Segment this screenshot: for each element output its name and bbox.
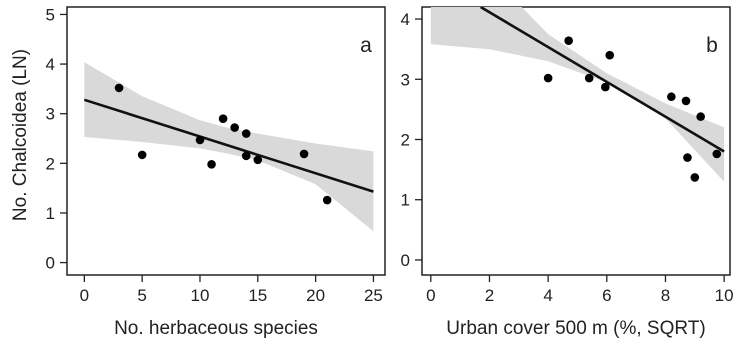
- panel-a-point-3: [195, 135, 205, 145]
- panel-b-point-7: [681, 96, 691, 106]
- panel-a-regression-line: [83, 98, 374, 193]
- panel-b-y-tick-label: 2: [401, 130, 410, 149]
- panel-a-x-axis-title: No. herbaceous species: [114, 318, 318, 339]
- panel-a-x-tick-label: 15: [248, 286, 267, 305]
- panel-b-point-3: [584, 73, 594, 83]
- panel-a-point-7: [241, 129, 251, 138]
- y-axis-title: No. Chalcoidea (LN): [10, 49, 31, 221]
- panel-a-x-tick-label: 5: [137, 286, 146, 305]
- panel-b-point-4: [601, 82, 610, 92]
- panel-b-point-8: [683, 153, 692, 162]
- panel-b-band-layer: [430, 7, 725, 182]
- panel-a-x-tick-label: 10: [191, 286, 210, 305]
- panel-a-y-tick-label: 1: [46, 204, 55, 223]
- panel-a-y-tick-label: 0: [46, 254, 55, 273]
- panel-b-x-tick-label: 10: [715, 286, 734, 305]
- panel-a-point-11: [322, 195, 332, 205]
- panel-b-y-tick-label: 0: [401, 251, 410, 270]
- panel-b-point-9: [690, 173, 700, 182]
- panel-b-letter: b: [706, 34, 718, 57]
- panel-b-y-tick-label: 3: [401, 70, 410, 89]
- panel-a-points-layer: [114, 83, 332, 205]
- panel-a-line-layer: [83, 98, 374, 193]
- panel-b-point-5: [605, 50, 615, 60]
- panel-a-point-2: [137, 150, 147, 160]
- panel-b-confidence-band: [430, 7, 725, 182]
- panel-b-x-tick-label: 0: [426, 286, 435, 305]
- panel-b: 0 2 4 6 8 10 0 1 2 3 4 b Urban cover 500 m (%, SQR…: [401, 6, 734, 339]
- panel-b-x-tick-label: 4: [543, 286, 552, 305]
- panel-a-y-tick-label: 3: [46, 105, 55, 124]
- panel-b-point-2: [564, 36, 573, 46]
- panel-b-x-tick-label: 2: [485, 286, 494, 305]
- panel-a-x-tick-label: 20: [306, 286, 325, 305]
- panel-b-x-tick-label: 6: [602, 286, 611, 305]
- panel-a: 0 5 10 15 20 25 0 1 2 3 4 5 a No. herbaceous specie…: [46, 5, 386, 339]
- panel-a-frame: [66, 6, 386, 276]
- panel-a-ticks-layer: 0 5 10 15 20 25 0 1 2 3 4 5: [46, 5, 383, 305]
- panel-a-y-tick-label: 5: [46, 5, 55, 24]
- panel-a-point-5: [218, 114, 228, 123]
- panel-b-point-11: [712, 149, 722, 159]
- panel-a-point-4: [207, 160, 216, 169]
- panel-b-frame: [421, 6, 731, 276]
- panel-a-point-8: [241, 151, 251, 161]
- panel-a-point-6: [230, 123, 239, 132]
- panel-a-point-9: [253, 155, 263, 165]
- panel-b-x-axis-title: Urban cover 500 m (%, SQRT): [446, 318, 705, 339]
- panel-b-x-tick-label: 8: [661, 286, 670, 305]
- panel-a-letter: a: [360, 34, 372, 57]
- panel-a-point-1: [114, 83, 124, 93]
- panel-a-x-tick-label: 0: [80, 286, 89, 305]
- panel-a-point-10: [299, 149, 309, 159]
- panel-b-y-tick-label: 1: [401, 191, 410, 210]
- panel-a-x-tick-label: 25: [364, 286, 383, 305]
- panel-b-line-layer: [480, 7, 725, 153]
- panel-b-points-layer: [543, 36, 722, 182]
- panel-b-regression-line: [480, 7, 725, 153]
- panel-b-point-10: [696, 112, 705, 121]
- panel-b-point-6: [667, 92, 676, 102]
- panel-a-y-tick-label: 2: [46, 154, 55, 173]
- panel-a-y-tick-label: 4: [46, 55, 55, 74]
- panel-b-point-1: [543, 73, 553, 83]
- panel-b-ticks-layer: 0 2 4 6 8 10 0 1 2 3 4: [401, 10, 734, 305]
- panel-b-y-tick-label: 4: [401, 10, 410, 29]
